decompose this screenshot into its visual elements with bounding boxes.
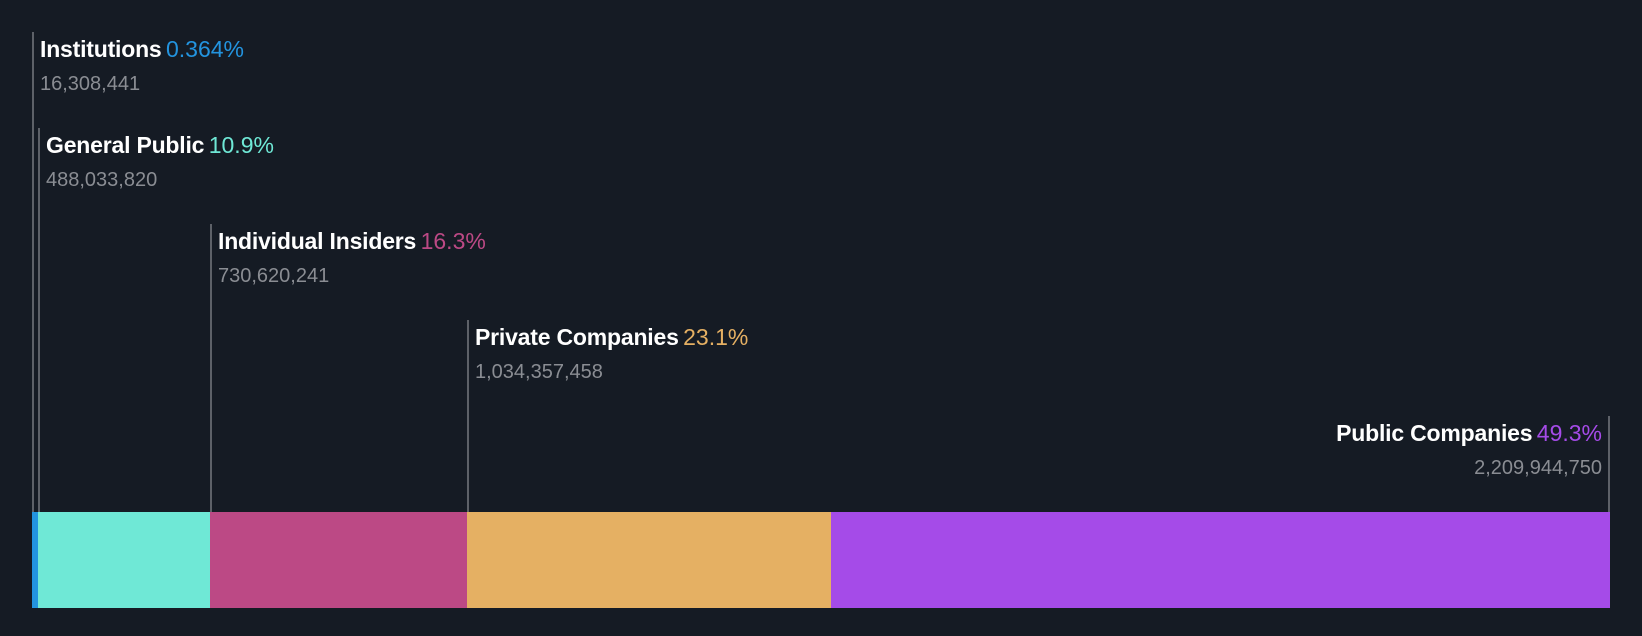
- label-public-companies: Public Companies 49.3% 2,209,944,750: [1336, 420, 1602, 480]
- segment-percent: 0.364%: [165, 36, 244, 62]
- bar-segment-individual-insiders[interactable]: [210, 512, 467, 608]
- label-institutions: Institutions 0.364% 16,308,441: [40, 36, 244, 96]
- segment-percent: 23.1%: [683, 324, 749, 350]
- leader-line-public-companies: [1608, 416, 1610, 512]
- segment-shares: 1,034,357,458: [475, 361, 603, 383]
- segment-shares: 730,620,241: [218, 265, 330, 287]
- leader-line-general-public: [38, 128, 40, 512]
- segment-name: Institutions: [40, 36, 162, 62]
- segment-name: Public Companies: [1336, 420, 1533, 446]
- segment-percent: 10.9%: [208, 132, 274, 158]
- segment-name: Private Companies: [475, 324, 679, 350]
- bar-segment-general-public[interactable]: [38, 512, 210, 608]
- segment-shares: 2,209,944,750: [1474, 457, 1602, 479]
- leader-line-institutions: [32, 32, 34, 512]
- leader-line-individual-insiders: [210, 224, 212, 512]
- segment-shares: 488,033,820: [46, 169, 158, 191]
- bar-segment-institutions[interactable]: [32, 512, 38, 608]
- label-private-companies: Private Companies 23.1% 1,034,357,458: [475, 324, 748, 384]
- bar-segment-private-companies[interactable]: [467, 512, 831, 608]
- segment-percent: 49.3%: [1536, 420, 1602, 446]
- leader-line-private-companies: [467, 320, 469, 512]
- label-general-public: General Public 10.9% 488,033,820: [46, 132, 274, 192]
- segment-name: Individual Insiders: [218, 228, 417, 254]
- segment-name: General Public: [46, 132, 205, 158]
- bar-segment-public-companies[interactable]: [831, 512, 1610, 608]
- label-individual-insiders: Individual Insiders 16.3% 730,620,241: [218, 228, 486, 288]
- segment-percent: 16.3%: [420, 228, 486, 254]
- segment-shares: 16,308,441: [40, 73, 141, 95]
